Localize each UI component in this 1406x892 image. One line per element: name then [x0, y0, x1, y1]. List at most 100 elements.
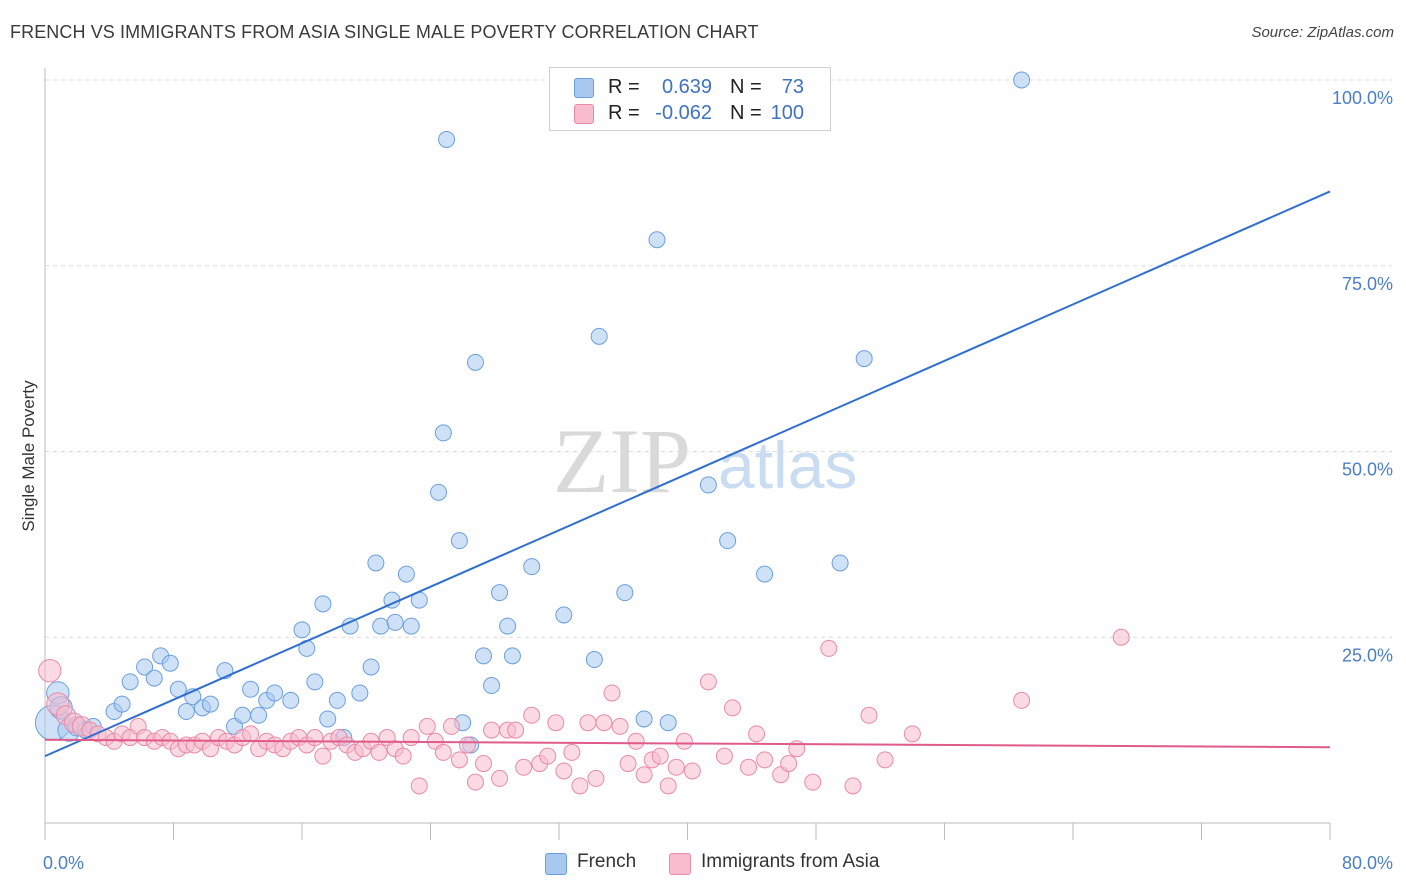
- asia-point: [740, 758, 758, 776]
- french-point: [430, 483, 448, 501]
- bottom-legend-label-french: French: [577, 851, 637, 872]
- asia-point: [507, 721, 525, 739]
- asia-point: [756, 751, 774, 769]
- french-point: [699, 476, 717, 494]
- series-french: [34, 71, 1031, 754]
- french-point: [306, 673, 324, 691]
- asia-point: [699, 673, 717, 691]
- french-point: [483, 677, 501, 695]
- asia-point: [651, 747, 669, 765]
- asia-point: [523, 706, 541, 724]
- french-point: [438, 130, 456, 148]
- asia-point: [370, 743, 388, 761]
- bottom-legend-swatch-asia: [669, 853, 691, 875]
- french-point: [590, 327, 608, 345]
- asia-point: [410, 777, 428, 795]
- chart-title: FRENCH VS IMMIGRANTS FROM ASIA SINGLE MA…: [10, 22, 759, 42]
- asia-point: [667, 758, 685, 776]
- asia-point: [1013, 691, 1031, 709]
- correlation-legend: R = 0.639 N = 73 R = -0.062 N = 100: [549, 67, 831, 131]
- legend-row-french: R = 0.639 N = 73: [550, 75, 830, 101]
- french-point: [555, 606, 573, 624]
- bottom-legend-label-asia: Immigrants from Asia: [701, 851, 880, 872]
- asia-point: [555, 762, 573, 780]
- asia-trend-line: [44, 738, 1331, 749]
- asia-point: [563, 743, 581, 761]
- asia-point: [458, 736, 476, 754]
- french-point: [466, 353, 484, 371]
- asia-point: [571, 777, 589, 795]
- asia-point: [434, 743, 452, 761]
- french-point: [250, 706, 268, 724]
- y-axis-label: Single Male Poverty: [19, 380, 38, 532]
- asia-point: [603, 684, 621, 702]
- french-point: [855, 350, 873, 368]
- legend-row-asia: R = -0.062 N = 100: [550, 101, 830, 127]
- x-tick-label: 0.0%: [43, 853, 84, 873]
- asia-point: [483, 721, 501, 739]
- asia-point: [715, 747, 733, 765]
- french-point: [319, 710, 337, 728]
- asia-point: [38, 658, 62, 683]
- french-point: [450, 532, 468, 550]
- asia-point: [1112, 628, 1130, 646]
- french-point: [136, 658, 154, 676]
- y-tick-label: 50.0%: [1342, 460, 1393, 480]
- asia-point: [820, 639, 838, 657]
- french-point: [372, 617, 390, 635]
- french-point: [282, 691, 300, 709]
- watermark-zip: ZIP: [553, 410, 691, 512]
- legend-n-value: 100: [770, 102, 804, 124]
- legend-r-value: 0.639: [661, 76, 712, 98]
- french-point: [499, 617, 517, 635]
- asia-point: [450, 751, 468, 769]
- asia-point: [627, 732, 645, 750]
- asia-point: [723, 699, 741, 717]
- legend-swatch-asia: [574, 104, 594, 124]
- series-asia: [38, 628, 1130, 795]
- axes: [44, 68, 1331, 840]
- legend-n-label: N =: [730, 102, 762, 124]
- french-point: [402, 617, 420, 635]
- asia-point: [635, 766, 653, 784]
- asia-point: [675, 732, 693, 750]
- legend-r-value: -0.062: [655, 102, 712, 124]
- french-trend-line: [44, 190, 1331, 758]
- y-tick-label: 25.0%: [1342, 645, 1393, 665]
- asia-point: [579, 714, 597, 732]
- asia-point: [515, 758, 533, 776]
- legend-swatch-french: [574, 78, 594, 98]
- french-point: [145, 669, 163, 687]
- asia-point: [804, 773, 822, 791]
- asia-point: [442, 717, 460, 735]
- french-point: [113, 695, 131, 713]
- french-point: [234, 706, 252, 724]
- french-point: [585, 651, 603, 669]
- asia-point: [314, 747, 332, 765]
- asia-point: [595, 714, 613, 732]
- french-point: [328, 691, 346, 709]
- asia-point: [475, 755, 493, 773]
- source-label: Source: ZipAtlas.com: [1251, 24, 1394, 41]
- asia-point: [860, 706, 878, 724]
- watermark: ZIP atlas: [553, 410, 857, 512]
- asia-point: [306, 729, 324, 747]
- asia-point: [659, 777, 677, 795]
- asia-point: [394, 747, 412, 765]
- french-point: [616, 584, 634, 602]
- french-point: [314, 595, 332, 613]
- french-point: [503, 647, 521, 665]
- legend-n-label: N =: [730, 76, 762, 98]
- asia-point: [844, 777, 862, 795]
- french-point: [201, 695, 219, 713]
- asia-point: [466, 773, 484, 791]
- asia-point: [903, 725, 921, 743]
- x-tick-label: 80.0%: [1342, 853, 1393, 873]
- french-point: [756, 565, 774, 583]
- french-point: [293, 621, 311, 639]
- french-point: [1013, 71, 1031, 89]
- french-point: [121, 673, 139, 691]
- french-point: [635, 710, 653, 728]
- legend-r-label: R =: [608, 76, 640, 98]
